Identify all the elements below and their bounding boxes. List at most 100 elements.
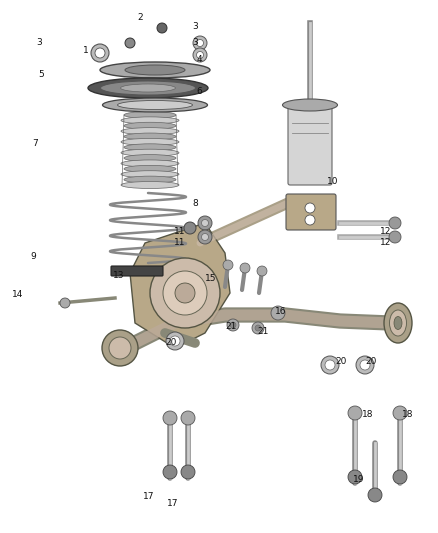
FancyBboxPatch shape	[323, 199, 333, 225]
Ellipse shape	[100, 62, 210, 78]
Circle shape	[257, 266, 267, 276]
Ellipse shape	[124, 122, 176, 130]
Circle shape	[193, 36, 207, 50]
Circle shape	[150, 258, 220, 328]
Text: 5: 5	[39, 70, 45, 79]
Ellipse shape	[121, 149, 179, 156]
FancyBboxPatch shape	[111, 266, 163, 276]
Circle shape	[163, 465, 177, 479]
Circle shape	[60, 298, 70, 308]
FancyBboxPatch shape	[288, 106, 332, 185]
Circle shape	[325, 360, 335, 370]
Ellipse shape	[121, 139, 179, 146]
Ellipse shape	[389, 310, 406, 336]
Text: 18: 18	[402, 410, 413, 419]
Ellipse shape	[102, 98, 208, 112]
Text: 20: 20	[366, 357, 377, 366]
Text: 1: 1	[82, 46, 88, 55]
Circle shape	[227, 319, 239, 331]
Text: 2: 2	[138, 13, 143, 21]
Circle shape	[271, 306, 285, 320]
Circle shape	[201, 220, 208, 227]
Circle shape	[163, 411, 177, 425]
Circle shape	[223, 260, 233, 270]
Circle shape	[109, 337, 131, 359]
Circle shape	[360, 360, 370, 370]
Text: 13: 13	[113, 271, 124, 280]
Circle shape	[305, 203, 315, 213]
Circle shape	[163, 271, 207, 315]
Circle shape	[255, 325, 261, 331]
Text: 18: 18	[362, 410, 374, 419]
Ellipse shape	[121, 117, 179, 124]
Circle shape	[193, 48, 207, 62]
Circle shape	[393, 406, 407, 420]
Ellipse shape	[124, 176, 176, 183]
Circle shape	[197, 39, 204, 46]
Circle shape	[368, 488, 382, 502]
Circle shape	[157, 23, 167, 33]
Text: 3: 3	[192, 38, 198, 47]
Text: 4: 4	[197, 55, 202, 64]
Text: 3: 3	[36, 38, 42, 47]
Text: 12: 12	[380, 228, 391, 236]
Circle shape	[102, 330, 138, 366]
Circle shape	[201, 233, 208, 240]
Circle shape	[305, 215, 315, 225]
Ellipse shape	[124, 155, 176, 161]
Circle shape	[184, 222, 196, 234]
Ellipse shape	[121, 182, 179, 189]
Text: 19: 19	[353, 475, 365, 484]
Circle shape	[389, 217, 401, 229]
Polygon shape	[130, 223, 230, 348]
Text: 12: 12	[380, 238, 391, 247]
Circle shape	[356, 356, 374, 374]
Ellipse shape	[124, 111, 176, 118]
Circle shape	[230, 322, 236, 328]
Text: 11: 11	[174, 238, 185, 247]
Circle shape	[91, 44, 109, 62]
Text: 9: 9	[30, 253, 36, 261]
Ellipse shape	[384, 303, 412, 343]
Circle shape	[240, 263, 250, 273]
Text: 11: 11	[174, 228, 185, 236]
Circle shape	[389, 231, 401, 243]
Text: 6: 6	[196, 87, 202, 96]
Circle shape	[175, 283, 195, 303]
Circle shape	[198, 216, 212, 230]
Text: 17: 17	[143, 492, 155, 501]
Ellipse shape	[125, 65, 185, 75]
Text: 16: 16	[275, 308, 286, 316]
Ellipse shape	[117, 101, 192, 109]
Ellipse shape	[283, 99, 338, 111]
Circle shape	[252, 322, 264, 334]
Text: 20: 20	[335, 357, 346, 366]
Circle shape	[125, 38, 135, 48]
Circle shape	[321, 356, 339, 374]
Ellipse shape	[120, 84, 176, 92]
Ellipse shape	[88, 78, 208, 98]
Circle shape	[393, 470, 407, 484]
Text: 21: 21	[226, 322, 237, 330]
Circle shape	[181, 465, 195, 479]
Ellipse shape	[124, 133, 176, 140]
Text: 20: 20	[165, 338, 177, 346]
Circle shape	[95, 48, 105, 58]
Text: 14: 14	[12, 290, 23, 298]
Ellipse shape	[121, 128, 179, 135]
Ellipse shape	[121, 160, 179, 167]
Circle shape	[348, 470, 362, 484]
Text: 10: 10	[327, 177, 339, 185]
Text: 3: 3	[192, 22, 198, 31]
Circle shape	[197, 52, 204, 59]
Circle shape	[181, 411, 195, 425]
Ellipse shape	[100, 81, 195, 95]
Ellipse shape	[121, 171, 179, 177]
FancyBboxPatch shape	[286, 194, 336, 230]
Text: 15: 15	[205, 274, 216, 282]
FancyBboxPatch shape	[287, 199, 297, 225]
Text: 21: 21	[257, 327, 268, 336]
Ellipse shape	[124, 165, 176, 172]
Text: 7: 7	[32, 140, 38, 148]
Circle shape	[198, 230, 212, 244]
